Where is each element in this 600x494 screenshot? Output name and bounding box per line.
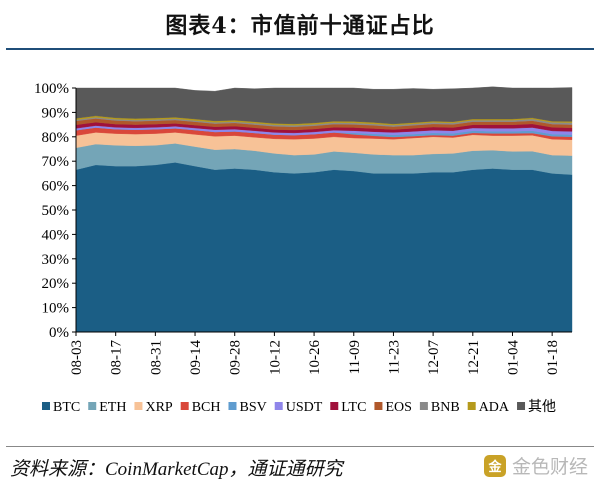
x-tick-label: 08-31: [148, 340, 164, 375]
y-tick-label: 50%: [42, 203, 70, 219]
x-tick-label: 08-03: [69, 340, 85, 375]
legend-label: LTC: [341, 400, 366, 415]
legend-swatch: [228, 402, 237, 410]
page-title: 图表4：市值前十通证占比: [165, 13, 435, 39]
source-note: 资料来源：CoinMarketCap，通证通研究: [10, 459, 343, 480]
legend-swatch: [374, 402, 383, 410]
legend-swatch: [330, 402, 339, 410]
legend-item-10: 其他: [517, 399, 556, 415]
legend-swatch: [134, 402, 143, 410]
legend-item-8: BNB: [419, 400, 460, 415]
legend-swatch: [517, 402, 526, 410]
y-tick-label: 90%: [42, 105, 70, 121]
area-series-10: [75, 86, 573, 125]
legend-item-0: BTC: [42, 400, 80, 415]
legend-item-4: BSV: [228, 400, 267, 415]
x-tick-label: 10-26: [307, 340, 323, 375]
legend-swatch: [467, 402, 476, 410]
x-tick-label: 01-18: [545, 340, 561, 375]
legend: BTC ETH XRP BCH BSV USDT LTC EOS BNB ADA 其他: [42, 399, 556, 415]
legend-item-2: XRP: [134, 400, 173, 415]
legend-item-5: USDT: [274, 400, 323, 415]
legend-label: BNB: [431, 400, 460, 415]
x-tick-label: 11-09: [347, 340, 363, 374]
legend-label: 其他: [528, 399, 556, 415]
y-tick-label: 20%: [42, 276, 70, 292]
x-tick-label: 01-04: [505, 340, 521, 375]
x-tick-label: 12-07: [426, 340, 442, 375]
area-layers: [75, 86, 573, 333]
legend-label: EOS: [385, 400, 411, 415]
legend-label: BSV: [239, 400, 266, 415]
legend-item-3: BCH: [180, 400, 221, 415]
legend-label: XRP: [145, 400, 172, 415]
legend-label: BCH: [192, 400, 221, 415]
watermark-logo-icon: 金: [483, 454, 506, 477]
y-tick-label: 0%: [49, 325, 69, 341]
y-tick-label: 100%: [34, 81, 69, 97]
legend-swatch: [274, 402, 283, 410]
watermark: 金 金色财经: [483, 452, 588, 479]
area-series-0: [75, 162, 573, 333]
stacked-area-chart: 0%10%20%30%40%50%60%70%80%90%100% 08-03 0…: [34, 81, 573, 415]
legend-label: USDT: [286, 400, 323, 415]
x-tick-label: 09-28: [228, 340, 244, 375]
legend-swatch: [419, 402, 428, 410]
source-divider: [6, 446, 594, 447]
x-tick-label: 11-23: [386, 340, 402, 374]
x-tick-label: 08-17: [109, 340, 125, 375]
title-divider: [6, 48, 594, 50]
legend-swatch: [42, 402, 50, 410]
legend-item-1: ETH: [88, 400, 126, 415]
legend-item-6: LTC: [330, 400, 366, 415]
legend-label: BTC: [53, 400, 80, 415]
x-tick-label: 09-14: [188, 340, 204, 375]
x-tick-label: 12-21: [466, 340, 482, 375]
legend-swatch: [88, 402, 97, 410]
legend-label: ETH: [99, 400, 126, 415]
y-tick-label: 80%: [42, 130, 70, 146]
y-tick-label: 10%: [42, 301, 70, 317]
y-tick-label: 40%: [42, 227, 70, 243]
watermark-text: 金色财经: [511, 456, 588, 478]
legend-label: ADA: [479, 400, 510, 415]
y-tick-label: 70%: [42, 154, 70, 170]
x-tick-label: 10-12: [267, 340, 283, 375]
legend-item-9: ADA: [467, 400, 510, 415]
legend-item-7: EOS: [374, 400, 412, 415]
y-tick-label: 60%: [42, 179, 70, 195]
y-tick-label: 30%: [42, 252, 70, 268]
y-axis: 0% 10% 20% 30% 40% 50% 60% 70% 80% 90% 100%: [34, 81, 77, 341]
x-axis: 08-03 08-17 08-31 09-14 09-28 10-12 10-26 11-09…: [69, 331, 572, 375]
legend-swatch: [180, 402, 189, 410]
